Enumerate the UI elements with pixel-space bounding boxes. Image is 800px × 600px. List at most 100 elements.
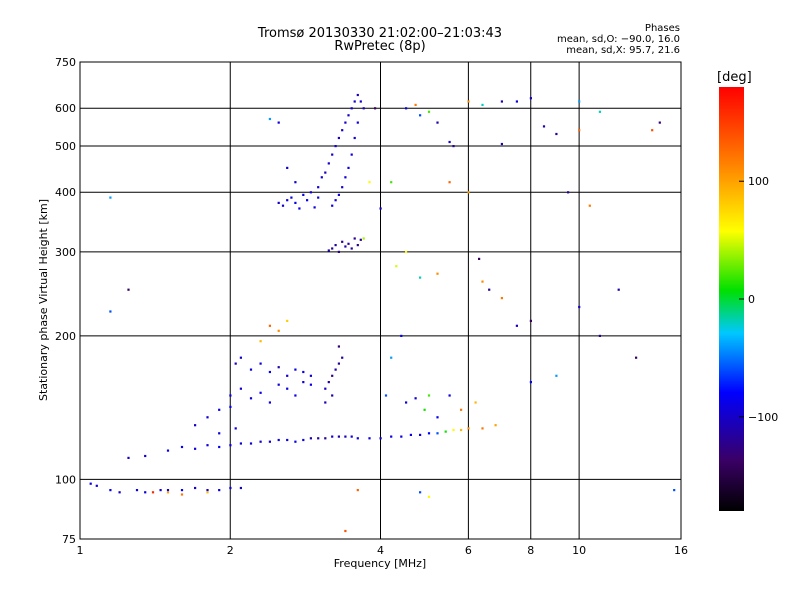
data-point [109, 196, 112, 199]
data-point [259, 362, 262, 365]
data-point [194, 447, 197, 450]
data-point [374, 107, 377, 110]
data-point [239, 356, 242, 359]
data-point [379, 207, 382, 210]
data-point [313, 206, 316, 209]
data-point [452, 145, 455, 148]
data-point [331, 204, 334, 207]
data-point [400, 334, 403, 337]
data-point [350, 247, 353, 250]
data-point [309, 437, 312, 440]
data-point [578, 100, 581, 103]
data-point [290, 196, 293, 199]
x-tick-label: 6 [465, 544, 472, 557]
y-tick-label: 200 [55, 330, 76, 343]
data-point [390, 435, 393, 438]
data-point [529, 319, 532, 322]
data-point [598, 334, 601, 337]
data-point [344, 176, 347, 179]
chart-title-line2: RwPretec (8p) [334, 39, 426, 54]
y-tick-label: 600 [55, 102, 76, 115]
y-tick-label: 75 [62, 533, 76, 546]
data-point [362, 237, 365, 240]
data-point [379, 437, 382, 440]
data-point [356, 121, 359, 124]
data-point [317, 437, 320, 440]
y-tick-label: 400 [55, 186, 76, 199]
data-point [356, 93, 359, 97]
data-point [327, 381, 330, 384]
data-point [294, 181, 297, 184]
data-point [302, 438, 305, 442]
data-point [118, 491, 121, 494]
stats-o-mode: mean, sd,O: −90.0, 16.0 [557, 34, 680, 45]
data-point [239, 442, 242, 445]
data-point [500, 142, 503, 146]
x-tick-label: 16 [674, 544, 688, 557]
data-point [460, 428, 463, 432]
data-point [218, 445, 221, 449]
data-point [436, 272, 439, 275]
data-point [341, 186, 344, 189]
data-point [135, 489, 139, 492]
data-point [350, 153, 353, 156]
data-point [658, 121, 661, 124]
data-point [268, 440, 271, 443]
data-point [481, 280, 484, 283]
data-point [337, 345, 340, 348]
data-point [229, 394, 232, 397]
data-point [109, 489, 112, 492]
data-point [347, 114, 350, 117]
data-point [353, 136, 356, 140]
data-point [324, 401, 327, 404]
data-point [390, 356, 393, 359]
data-point [324, 387, 327, 390]
y-tick-label: 500 [55, 140, 76, 153]
data-point [218, 408, 221, 411]
data-point [302, 370, 305, 374]
y-tick-label: 750 [55, 56, 76, 69]
data-point [89, 482, 92, 485]
data-point [302, 381, 305, 384]
data-point [423, 408, 426, 411]
data-point [356, 489, 359, 492]
data-point [286, 166, 289, 169]
data-point [414, 397, 417, 400]
data-point [478, 257, 481, 260]
data-point [334, 199, 337, 202]
data-point [331, 374, 334, 377]
data-point [419, 491, 422, 494]
data-point [555, 132, 558, 136]
data-point [277, 383, 280, 386]
data-point [588, 204, 591, 207]
data-point [362, 107, 365, 110]
data-point [317, 196, 320, 199]
data-point [337, 362, 340, 365]
data-point [334, 368, 337, 371]
data-point [259, 440, 262, 443]
data-point [405, 401, 408, 404]
data-point [206, 416, 209, 419]
data-point [327, 162, 330, 165]
colorbar-tick-label: −100 [748, 411, 778, 424]
data-point [578, 305, 581, 309]
data-point [268, 401, 271, 404]
data-point [467, 191, 470, 194]
data-point [294, 201, 297, 204]
data-point [651, 129, 654, 132]
data-point [95, 484, 98, 487]
data-point [302, 193, 305, 196]
data-point [359, 100, 362, 103]
colorbar-tick-label: 100 [748, 175, 769, 188]
grid-lines [80, 62, 681, 539]
data-point [341, 129, 344, 132]
data-point [405, 250, 408, 253]
data-point [452, 428, 455, 432]
data-point [500, 100, 503, 103]
plot-frame [79, 61, 682, 540]
data-point [567, 191, 570, 194]
data-point [347, 242, 350, 245]
data-point [286, 319, 289, 322]
data-point [481, 103, 484, 106]
data-point [578, 129, 581, 132]
